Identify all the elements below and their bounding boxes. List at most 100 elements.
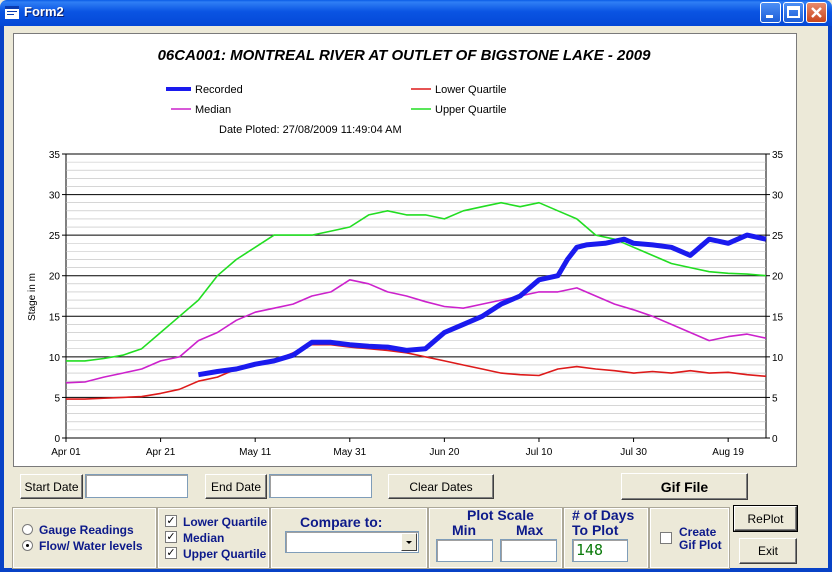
legend-label-median: Median (195, 104, 231, 116)
chart-series (65, 201, 767, 400)
compare-to-label: Compare to: (300, 514, 383, 530)
stage-chart: 06CA001: MONTREAL RIVER AT OUTLET OF BIG… (27, 47, 784, 458)
lower-quartile-checkbox[interactable]: ✓ (165, 515, 177, 527)
start-date-button[interactable]: Start Date (20, 474, 83, 499)
x-tick-label: Apr 21 (146, 447, 176, 458)
x-tick-label: May 11 (239, 447, 271, 458)
replot-label: RePlot (747, 511, 784, 526)
series-line-upper-quartile (66, 201, 767, 362)
days-value: 148 (576, 541, 604, 559)
x-tick-label: May 31 (333, 447, 366, 458)
x-tick-label: Jun 20 (429, 447, 459, 458)
y-tick-label-left: 10 (49, 353, 61, 364)
upper-quartile-checkbox[interactable]: ✓ (165, 547, 177, 559)
end-date-input[interactable] (269, 474, 372, 498)
max-input[interactable] (500, 539, 557, 562)
lower-quartile-check-label: Lower Quartile (183, 515, 268, 529)
legend-label-recorded: Recorded (195, 84, 243, 96)
x-tick-label: Apr 01 (51, 447, 81, 458)
gauge-readings-radio[interactable] (22, 524, 33, 535)
data-type-frame (12, 507, 157, 569)
series-line-lower-quartile (66, 343, 767, 400)
y-tick-label-right: 5 (772, 393, 778, 404)
series-line-recorded (197, 232, 767, 378)
plot-scale-frame (428, 507, 563, 569)
y-tick-label-right: 30 (772, 191, 784, 202)
min-label: Min (452, 522, 477, 538)
series-line-median (65, 279, 767, 384)
min-input[interactable] (436, 539, 493, 562)
y-tick-label-left: 25 (49, 231, 61, 242)
max-label: Max (516, 522, 544, 538)
y-tick-label-right: 15 (772, 312, 784, 323)
y-tick-label-right: 25 (772, 231, 784, 242)
legend-label-upper: Upper Quartile (435, 104, 507, 116)
maximize-icon (787, 6, 800, 18)
y-tick-label-left: 30 (49, 191, 61, 202)
start-date-label: Start Date (24, 479, 79, 494)
minimize-button[interactable] (760, 2, 781, 23)
end-date-label: End Date (210, 479, 262, 494)
clear-dates-label: Clear Dates (409, 479, 473, 494)
exit-button[interactable]: Exit (739, 538, 797, 564)
window-title: Form2 (24, 4, 64, 19)
plot-area (65, 153, 767, 439)
date-plotted: Date Ploted: 27/08/2009 11:49:04 AM (219, 124, 402, 136)
gif-file-label: Gif File (660, 478, 709, 495)
x-tick-label: Jul 10 (526, 447, 553, 458)
y-tick-label-left: 0 (54, 434, 60, 445)
maximize-button[interactable] (783, 2, 804, 23)
y-tick-label-right: 10 (772, 353, 784, 364)
plot-scale-label: Plot Scale (467, 507, 534, 523)
flow-levels-radio[interactable] (22, 540, 33, 551)
radio-selected-dot (26, 544, 29, 547)
compare-frame (270, 507, 428, 569)
dropdown-arrow-button[interactable] (401, 533, 417, 551)
y-tick-label-left: 5 (54, 393, 60, 404)
chevron-down-icon (406, 541, 412, 544)
upper-quartile-check-label: Upper Quartile (183, 547, 267, 561)
create-gif-frame (649, 507, 730, 569)
y-axis-label: Stage in m (27, 273, 38, 321)
create-gif-checkbox[interactable] (660, 532, 672, 544)
gauge-readings-label: Gauge Readings (39, 523, 134, 537)
median-check-label: Median (183, 531, 225, 545)
create-gif-label-line1: Create (679, 525, 717, 539)
start-date-input[interactable] (85, 474, 188, 498)
days-frame (563, 507, 649, 569)
legend: Recorded Median Lower Quartile Upper Qua… (166, 84, 507, 136)
median-checkbox[interactable]: ✓ (165, 531, 177, 543)
app-icon (5, 6, 19, 19)
days-label-line2: To Plot (572, 522, 619, 538)
end-date-button[interactable]: End Date (205, 474, 267, 499)
title-bar: Form2 (0, 0, 832, 26)
days-label-line1: # of Days (572, 507, 635, 523)
clear-dates-button[interactable]: Clear Dates (388, 474, 494, 499)
window-frame-left (0, 26, 4, 572)
chart-panel: 06CA001: MONTREAL RIVER AT OUTLET OF BIG… (13, 33, 797, 467)
y-tick-label-right: 35 (772, 150, 784, 161)
compare-to-dropdown[interactable] (285, 531, 419, 553)
window-frame-right (828, 26, 832, 572)
legend-label-lower: Lower Quartile (435, 84, 507, 96)
chart-title: 06CA001: MONTREAL RIVER AT OUTLET OF BIG… (158, 47, 652, 64)
gif-file-button[interactable]: Gif File (621, 473, 748, 500)
exit-label: Exit (757, 544, 778, 558)
y-tick-label-right: 20 (772, 272, 784, 283)
window-frame-bottom (0, 568, 832, 572)
flow-levels-label: Flow/ Water levels (39, 539, 143, 553)
create-gif-label-line2: Gif Plot (679, 538, 722, 552)
close-button[interactable] (806, 2, 827, 23)
y-tick-label-left: 20 (49, 272, 61, 283)
x-tick-label: Jul 30 (620, 447, 647, 458)
y-tick-label-left: 15 (49, 312, 61, 323)
chart-ticks: 0 0 5 5 10 10 15 15 20 20 25 25 30 30 35 35 Apr 01 Apr 21… (49, 150, 784, 458)
y-tick-label-right: 0 (772, 434, 778, 445)
minimize-icon (766, 15, 773, 18)
x-tick-label: Aug 19 (712, 447, 744, 458)
replot-button[interactable]: RePlot (733, 505, 798, 532)
y-tick-label-left: 35 (49, 150, 61, 161)
close-icon (811, 7, 822, 18)
chart-grid (65, 153, 767, 439)
days-input[interactable]: 148 (572, 539, 628, 562)
